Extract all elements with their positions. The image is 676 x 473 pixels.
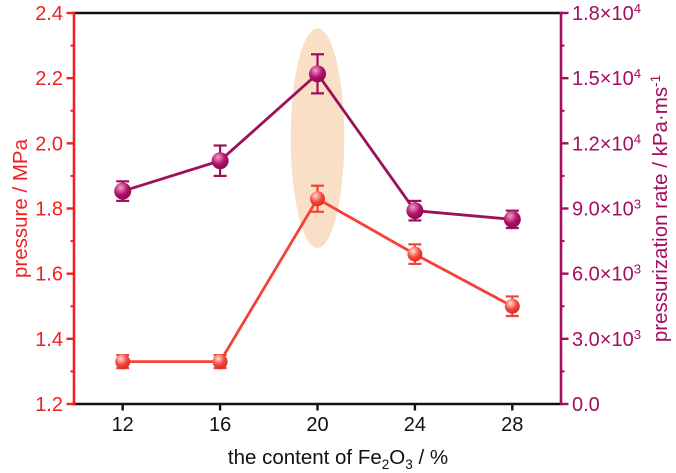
right-axis-tick-label: 6.0×103 (572, 262, 641, 286)
right-axis-title: pressurization rate / kPa·ms-1 (648, 75, 672, 342)
left-axis-tick-label: 2.0 (35, 133, 63, 155)
x-axis-tick-label: 20 (306, 414, 328, 436)
left-axis-tick-label: 1.4 (35, 329, 63, 351)
x-axis-tick-label: 28 (501, 414, 523, 436)
x-axis-tick-label: 16 (209, 414, 231, 436)
error-bar (406, 199, 424, 222)
error-bar (211, 144, 229, 178)
error-bar (309, 53, 326, 95)
data-point-marker (503, 210, 521, 228)
series-pressure (115, 184, 520, 370)
data-point-marker (504, 298, 520, 314)
left-axis-tick-label: 2.2 (35, 68, 63, 90)
data-point-marker (211, 152, 229, 170)
right-axis-tick-label: 3.0×103 (572, 327, 641, 351)
left-axis: 1.2 1.4 1.6 1.8 2.0 2.2 2.4 pressure / MPa (9, 3, 74, 416)
right-axis-tick-label: 1.8×104 (572, 1, 641, 25)
error-bar (503, 209, 521, 230)
left-axis-title: pressure / MPa (9, 138, 32, 278)
error-bar (115, 354, 131, 370)
x-axis-tick-label: 12 (112, 414, 134, 436)
highlight-ellipse (290, 28, 345, 248)
error-bar (310, 184, 325, 213)
error-bar (407, 243, 423, 265)
right-axis-tick-label: 0.0 (572, 394, 600, 416)
data-point-marker (406, 202, 424, 220)
error-bar (504, 295, 520, 318)
left-axis-tick-label: 1.8 (35, 199, 63, 221)
data-point-marker (407, 246, 423, 262)
x-axis: 12 16 20 24 28 the content of Fe2O3 / % (112, 404, 523, 472)
right-axis-tick-label: 9.0×103 (572, 197, 641, 221)
data-point-marker (115, 354, 131, 370)
data-point-marker (114, 182, 132, 200)
data-point-marker (212, 354, 228, 370)
data-point-marker (309, 65, 326, 83)
error-bar (114, 180, 132, 202)
left-axis-tick-label: 1.6 (35, 264, 63, 286)
left-axis-tick-label: 1.2 (35, 394, 63, 416)
series-pressurization-rate (114, 53, 521, 230)
right-axis-tick-label: 1.2×104 (572, 131, 641, 155)
error-bar (212, 354, 228, 370)
x-axis-title: the content of Fe2O3 / % (228, 446, 448, 472)
data-point-marker (310, 191, 325, 207)
x-axis-tick-label: 24 (404, 414, 426, 436)
left-axis-tick-label: 2.4 (35, 3, 63, 25)
right-axis: 0.0 3.0×103 6.0×103 9.0×103 1.2×104 1.5×104 1.… (561, 1, 672, 416)
right-axis-tick-label: 1.5×104 (572, 66, 641, 90)
